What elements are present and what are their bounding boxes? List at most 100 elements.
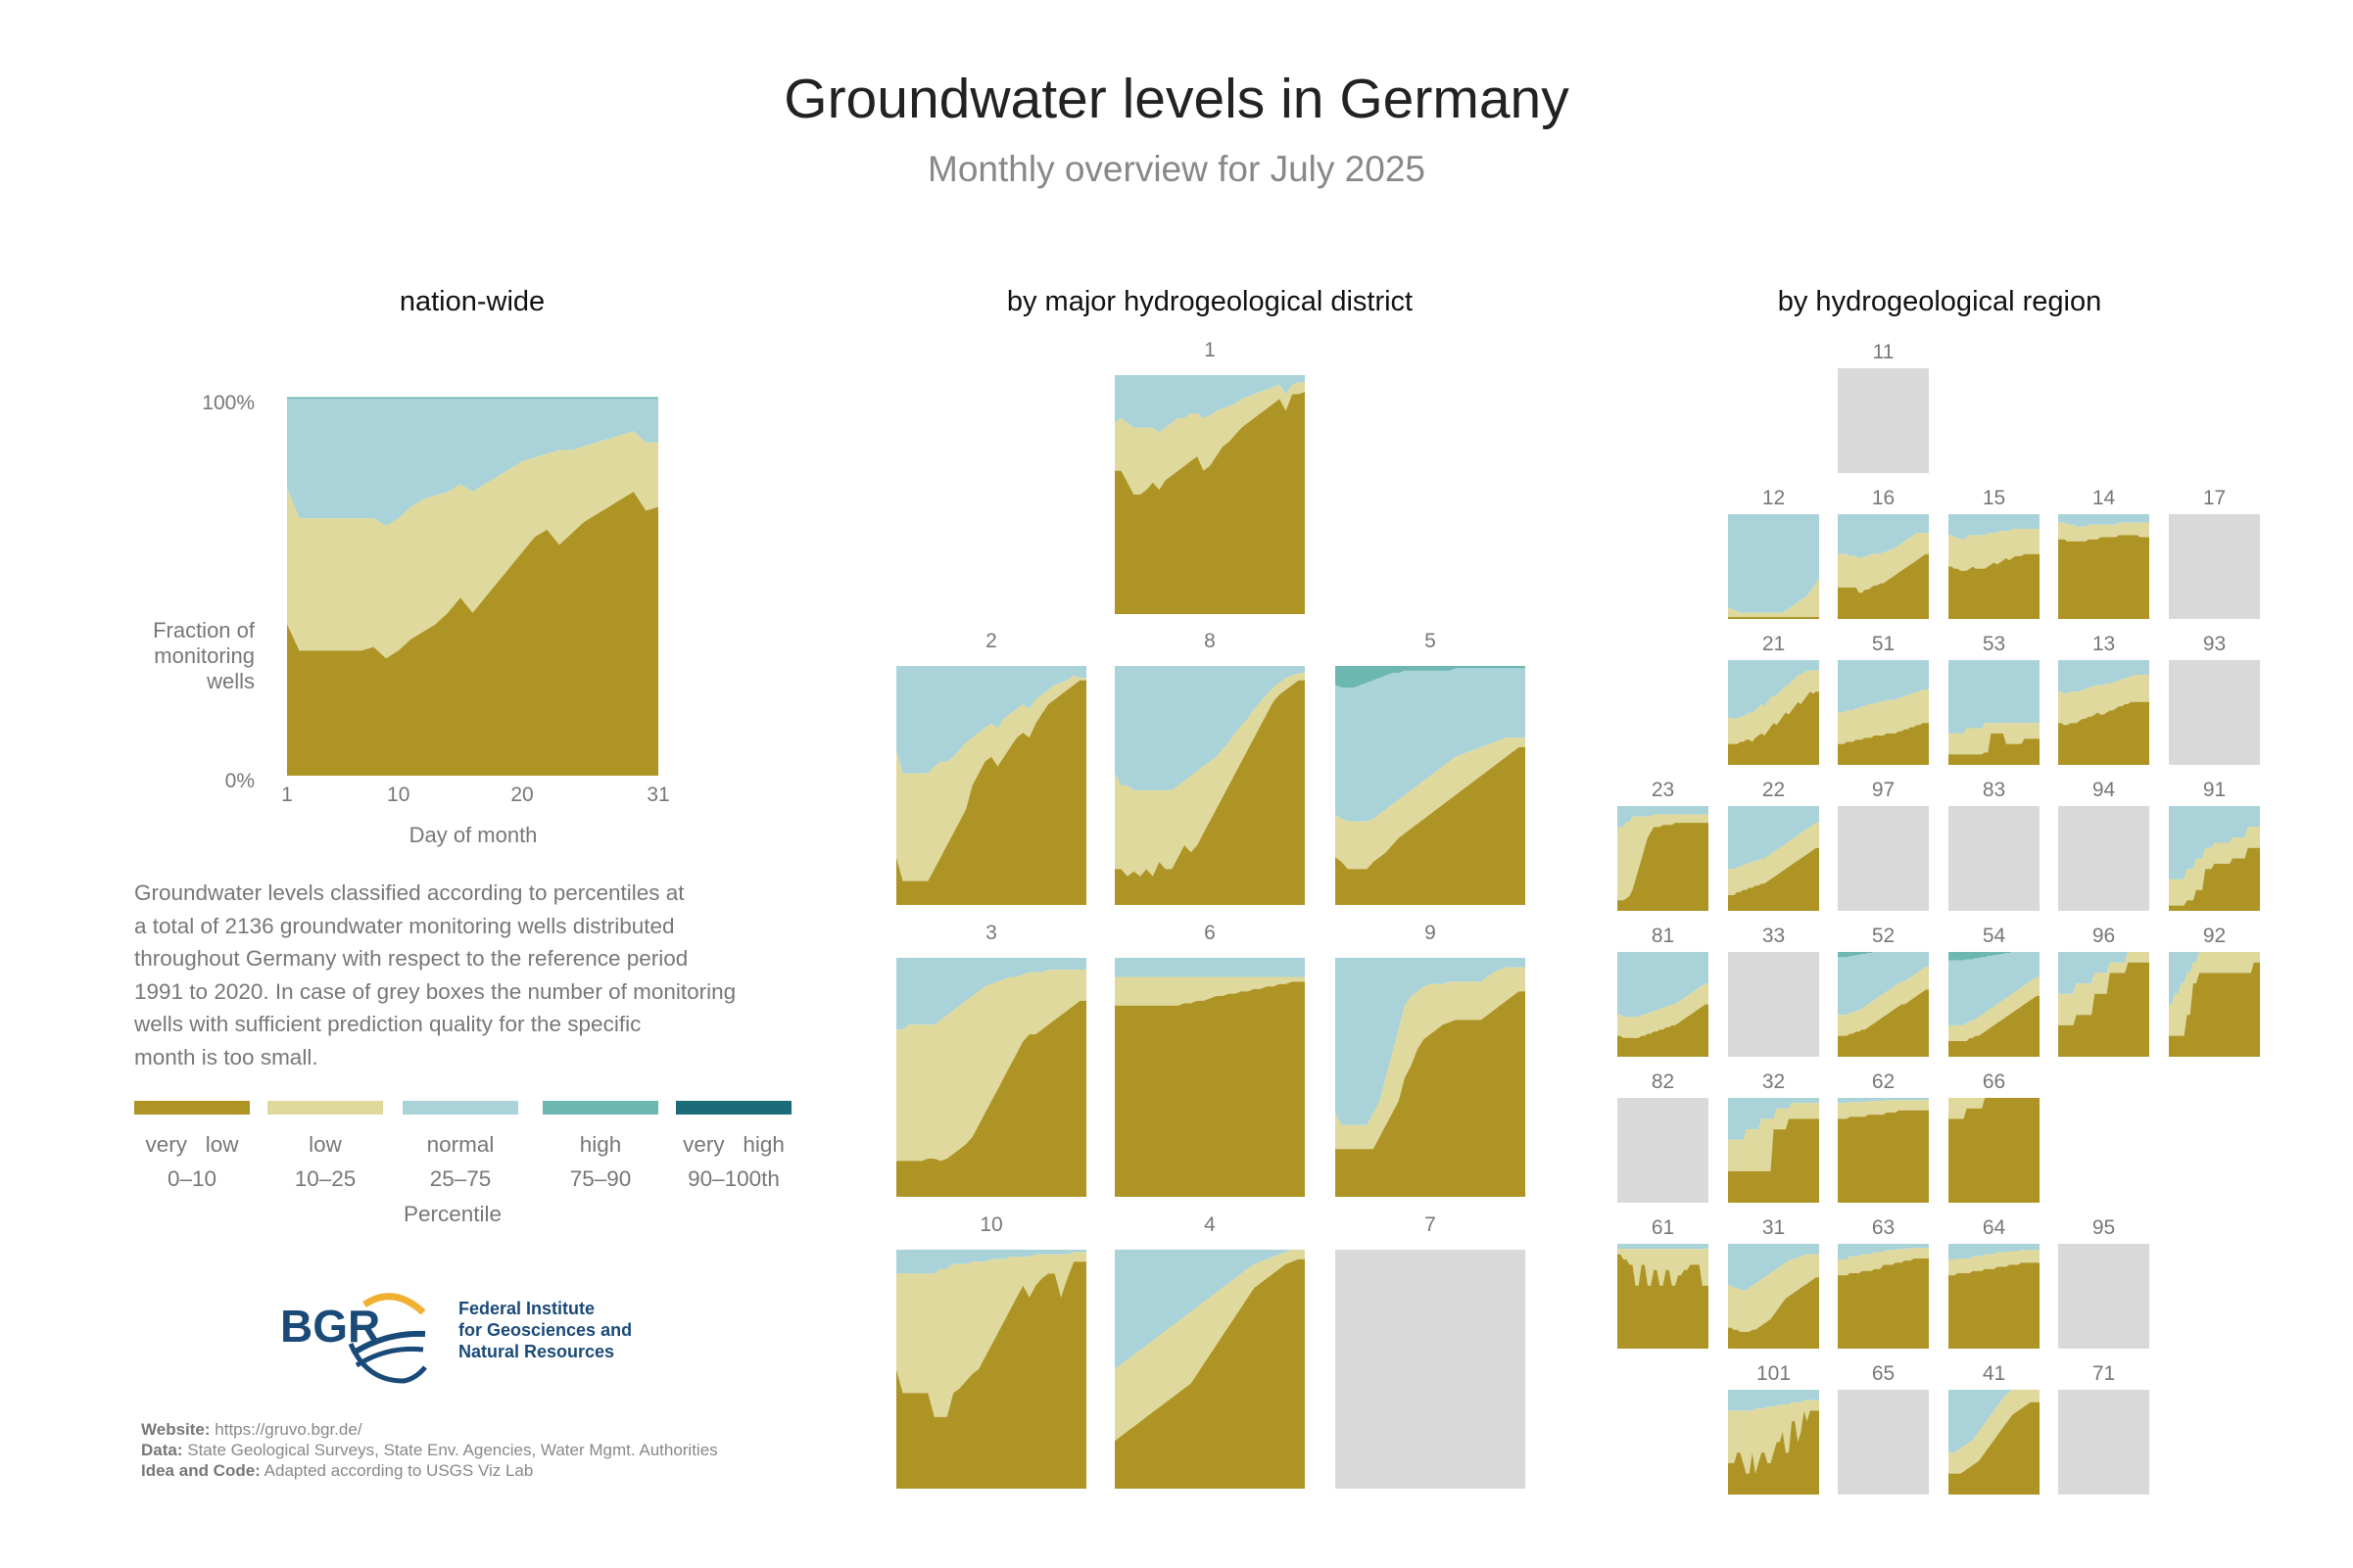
legend-range-high: 75–90	[569, 1166, 632, 1191]
description-line: month is too small.	[134, 1044, 318, 1069]
district-6-band-very-low	[1115, 981, 1305, 1197]
district-8-band-low	[1115, 673, 1305, 877]
region-14-band-very-low	[2058, 535, 2149, 619]
region-12-band-very-low	[1728, 616, 1819, 619]
region-52-band-high	[1838, 952, 1929, 958]
credit-data: Data: State Geological Surveys, State En…	[141, 1440, 718, 1460]
district-2-band-very-low	[896, 680, 1086, 905]
nation-band-normal	[287, 399, 658, 526]
region-33-grey-box	[1728, 952, 1819, 1057]
region-label-53: 53	[1983, 633, 2005, 655]
region-label-101: 101	[1756, 1362, 1791, 1385]
nation-band-very-low	[287, 492, 658, 776]
nation-xtick: 31	[647, 784, 669, 806]
region-61-band-very-low	[1617, 1254, 1708, 1349]
description: Groundwater levels classified according …	[134, 877, 810, 1073]
district-label-2: 2	[985, 630, 997, 652]
region-label-64: 64	[1983, 1216, 2006, 1239]
region-31-band-low	[1728, 1254, 1819, 1332]
region-label-82: 82	[1652, 1070, 1674, 1093]
nation-band-low	[287, 431, 658, 659]
region-71-grey-box	[2058, 1390, 2149, 1495]
region-22-band-normal	[1728, 806, 1819, 870]
bgr-logo-graphic: BGR Federal Institute for Geosciences an…	[280, 1293, 632, 1384]
section-title-nation: nation-wide	[399, 286, 546, 317]
legend-swatch-normal	[403, 1101, 518, 1115]
region-23-band-normal	[1617, 806, 1708, 828]
legend-swatch-low	[267, 1101, 383, 1115]
region-61-band-low	[1617, 1249, 1708, 1286]
region-label-12: 12	[1762, 487, 1785, 509]
region-label-51: 51	[1872, 633, 1895, 655]
district-10-band-low	[896, 1252, 1086, 1417]
region-22-band-low	[1728, 823, 1819, 895]
description-line: Groundwater levels classified according …	[134, 880, 685, 905]
region-51-band-normal	[1838, 660, 1929, 713]
region-41-band-normal	[1948, 1390, 2040, 1453]
region-label-91: 91	[2203, 779, 2226, 801]
region-label-63: 63	[1872, 1216, 1895, 1239]
region-62-band-low	[1838, 1100, 1929, 1119]
region-66-band-low	[1948, 1098, 2040, 1119]
region-label-94: 94	[2092, 779, 2116, 801]
region-label-62: 62	[1872, 1070, 1895, 1093]
nation-ylabel-line2: monitoring	[154, 643, 255, 668]
legend-label-high: high	[579, 1132, 622, 1157]
district-3-band-normal	[896, 958, 1086, 1030]
district-4-band-normal	[1115, 1250, 1305, 1369]
logo-wave-icon	[351, 1330, 426, 1356]
region-64-band-normal	[1948, 1244, 2040, 1259]
region-65-grey-box	[1838, 1390, 1929, 1495]
district-9-band-normal	[1335, 958, 1525, 1125]
region-12-band-low	[1728, 579, 1819, 617]
region-12-band-normal	[1728, 514, 1819, 613]
region-52-band-low	[1838, 967, 1929, 1036]
region-label-54: 54	[1983, 925, 2006, 947]
region-81-band-low	[1617, 983, 1708, 1038]
region-15-band-low	[1948, 529, 2040, 571]
district-5-band-low	[1335, 737, 1525, 870]
district-label-10: 10	[980, 1213, 1002, 1236]
region-21-band-low	[1728, 670, 1819, 744]
legend-swatch-very-low	[134, 1101, 250, 1115]
region-54-band-high	[1948, 952, 2040, 961]
region-64-band-low	[1948, 1250, 2040, 1276]
legend-swatch-very-high	[676, 1101, 792, 1115]
credit-idea-label: Idea and Code:	[141, 1461, 261, 1480]
logo-line3: Natural Resources	[458, 1342, 614, 1361]
district-3-band-low	[896, 970, 1086, 1162]
district-8-band-normal	[1115, 666, 1305, 790]
legend-label-normal: normal	[426, 1132, 495, 1157]
region-83-grey-box	[1948, 806, 2040, 911]
region-51-band-low	[1838, 689, 1929, 744]
legend-range-low: 10–25	[294, 1166, 357, 1191]
region-63-band-very-low	[1838, 1259, 1929, 1349]
district-4-band-low	[1115, 1250, 1305, 1442]
credit-idea: Idea and Code: Adapted according to USGS…	[141, 1460, 718, 1481]
region-66-band-very-low	[1948, 1098, 2040, 1203]
region-101-band-low	[1728, 1400, 1819, 1474]
region-82-grey-box	[1617, 1098, 1708, 1203]
region-11-grey-box	[1838, 368, 1929, 473]
logo-arc-icon	[362, 1293, 426, 1315]
region-61-band-normal	[1617, 1244, 1708, 1250]
district-label-6: 6	[1204, 922, 1216, 944]
district-1-band-normal	[1115, 375, 1305, 433]
region-32-band-normal	[1728, 1098, 1819, 1140]
district-10-band-very-low	[896, 1261, 1086, 1489]
district-6-band-normal	[1115, 958, 1305, 977]
region-62-band-very-low	[1838, 1110, 1929, 1203]
region-13-band-low	[2058, 675, 2149, 726]
region-96-band-normal	[2058, 952, 2149, 994]
nation-xtick: 20	[510, 784, 533, 806]
description-line: throughout Germany with respect to the r…	[134, 946, 689, 971]
region-label-97: 97	[1872, 779, 1895, 801]
region-label-15: 15	[1983, 487, 2005, 509]
region-16-band-low	[1838, 533, 1929, 594]
legend-swatch-high	[543, 1101, 658, 1115]
region-32-band-very-low	[1728, 1118, 1819, 1203]
region-label-41: 41	[1983, 1362, 2005, 1385]
district-5-band-very-low	[1335, 747, 1525, 905]
logo-line1: Federal Institute	[458, 1299, 595, 1318]
